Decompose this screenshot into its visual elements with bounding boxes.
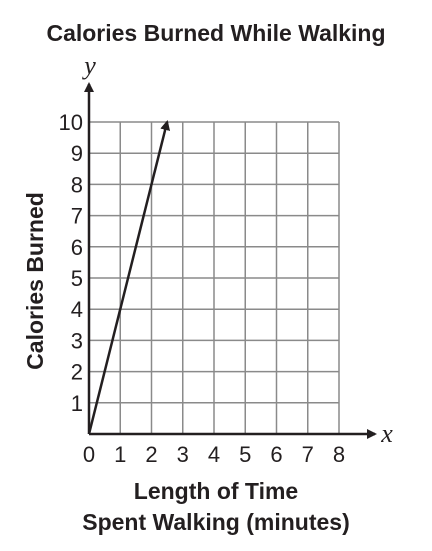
series-line bbox=[87, 120, 171, 435]
y-tick-label: 5 bbox=[71, 266, 83, 291]
grid bbox=[89, 121, 340, 434]
chart-title: Calories Burned While Walking bbox=[46, 20, 385, 46]
y-tick-label: 8 bbox=[71, 172, 83, 197]
x-tick-label: 7 bbox=[302, 442, 314, 467]
y-tick-label: 7 bbox=[71, 204, 83, 229]
y-axis-label: Calories Burned bbox=[22, 192, 48, 370]
series-group bbox=[87, 120, 171, 435]
y-axis-letter: y bbox=[81, 51, 96, 80]
x-axis-label-line-2: Spent Walking (minutes) bbox=[82, 509, 350, 535]
x-tick-label: 1 bbox=[114, 442, 126, 467]
y-tick-label: 1 bbox=[71, 391, 83, 416]
x-tick-label: 8 bbox=[333, 442, 345, 467]
y-tick-label: 2 bbox=[71, 360, 83, 385]
x-tick-label: 6 bbox=[270, 442, 282, 467]
x-tick-label: 2 bbox=[145, 442, 157, 467]
x-tick-label: 0 bbox=[83, 442, 95, 467]
x-tick-label: 4 bbox=[208, 442, 220, 467]
x-axis-letter: x bbox=[380, 419, 393, 448]
axes bbox=[84, 82, 377, 439]
x-tick-label: 5 bbox=[239, 442, 251, 467]
x-axis-label-line-1: Length of Time bbox=[134, 478, 298, 504]
y-tick-label: 6 bbox=[71, 235, 83, 260]
y-tick-label: 9 bbox=[71, 141, 83, 166]
y-tick-label: 10 bbox=[59, 110, 83, 135]
x-tick-label: 3 bbox=[177, 442, 189, 467]
y-tick-label: 4 bbox=[71, 297, 83, 322]
y-tick-labels: 1 2 3 4 5 6 7 8 9 10 bbox=[59, 110, 83, 416]
y-tick-label: 3 bbox=[71, 328, 83, 353]
